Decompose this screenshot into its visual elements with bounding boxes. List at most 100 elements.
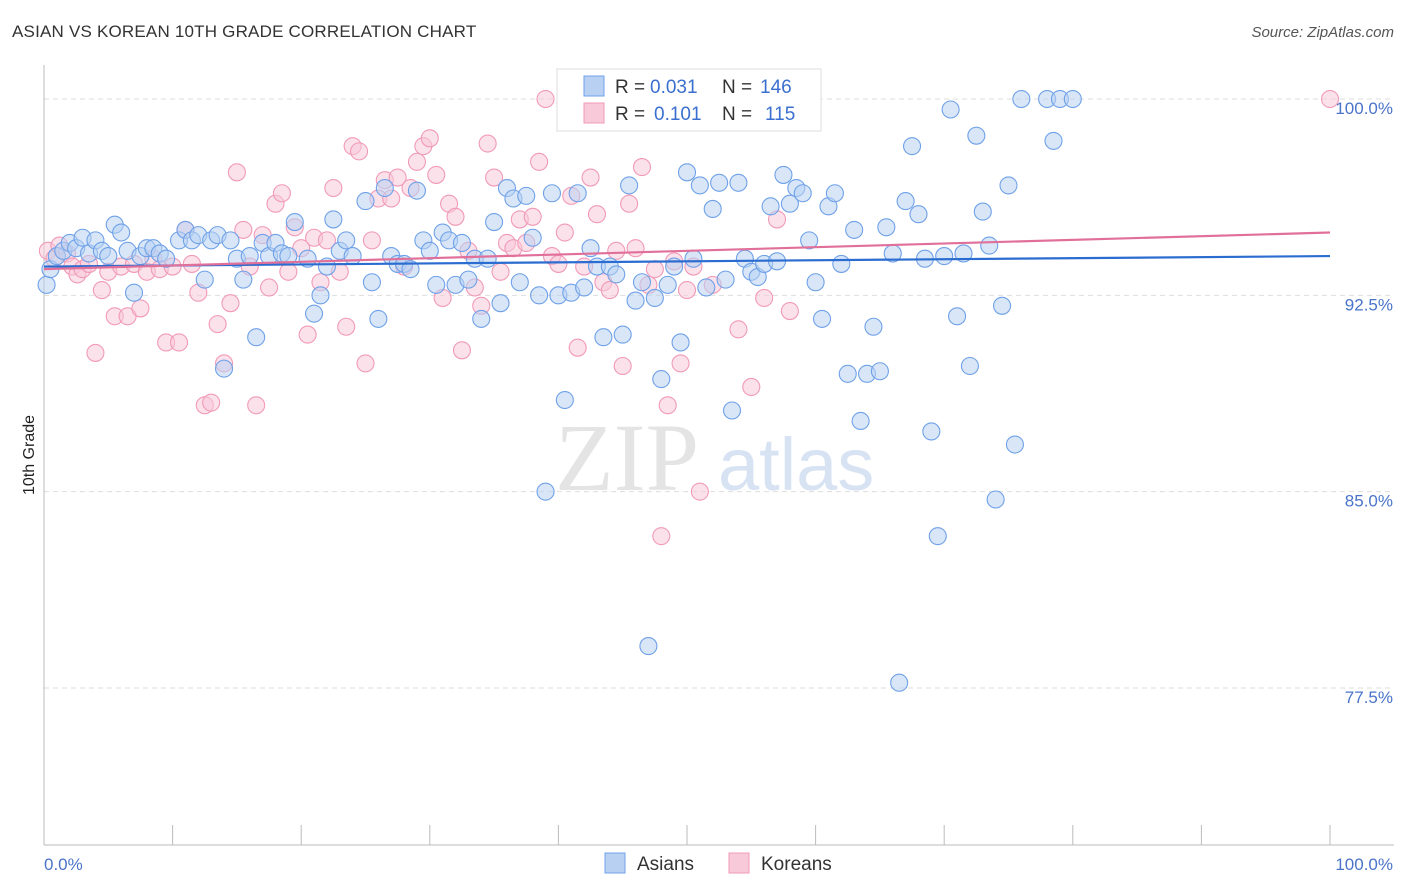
korean-point bbox=[452, 341, 472, 360]
korean-trend-line bbox=[43, 231, 1331, 271]
asian-point bbox=[247, 328, 266, 347]
korean-point bbox=[131, 299, 150, 318]
asian-point bbox=[112, 223, 131, 242]
asian-point bbox=[555, 390, 574, 410]
asian-point bbox=[575, 278, 594, 297]
asian-point bbox=[870, 362, 889, 381]
asian-point bbox=[195, 270, 214, 289]
asian-point bbox=[305, 304, 324, 323]
asian-point bbox=[690, 176, 709, 195]
asian-point bbox=[999, 176, 1018, 195]
korean-point bbox=[755, 288, 774, 308]
korean-point bbox=[420, 129, 439, 148]
asian-point bbox=[896, 192, 915, 211]
korean-point bbox=[279, 262, 298, 281]
bottom-legend-swatch-korean bbox=[728, 852, 750, 874]
korean-point bbox=[549, 254, 568, 273]
asian-point bbox=[99, 247, 118, 266]
legend: R = 0.031 N = 146 R = 0.101 N = 115 bbox=[556, 68, 822, 132]
watermark-zip: ZIP bbox=[555, 404, 699, 511]
legend-asian-n-value: 146 bbox=[760, 77, 792, 98]
asian-point bbox=[703, 199, 722, 219]
asian-point bbox=[407, 181, 426, 200]
asian-point bbox=[960, 356, 979, 376]
asian-point bbox=[832, 254, 851, 273]
korean-point bbox=[92, 281, 111, 300]
asian-point bbox=[523, 228, 542, 247]
x-tick-label: 0.0% bbox=[44, 855, 83, 874]
y-tick-label: 85.0% bbox=[1345, 492, 1393, 511]
asian-point bbox=[806, 273, 825, 292]
asian-point bbox=[607, 265, 626, 284]
asian-point bbox=[677, 163, 697, 182]
asian-point bbox=[478, 249, 497, 268]
asian-point bbox=[954, 244, 973, 263]
y-tick-label: 100.0% bbox=[1335, 99, 1393, 118]
bottom-legend-swatch-asian bbox=[604, 852, 626, 874]
y-tick-label: 77.5% bbox=[1345, 688, 1393, 707]
asian-point bbox=[645, 288, 664, 308]
asian-point bbox=[285, 212, 304, 232]
korean-point bbox=[600, 281, 619, 300]
asian-point bbox=[671, 333, 690, 352]
asian-point bbox=[37, 275, 56, 294]
asian-point bbox=[710, 173, 729, 192]
asian-point bbox=[491, 294, 510, 313]
asian-point bbox=[298, 249, 317, 268]
asian-point bbox=[214, 359, 234, 378]
asian-point bbox=[922, 422, 941, 441]
legend-korean-r-label: R = bbox=[615, 104, 645, 125]
korean-point bbox=[677, 281, 697, 300]
asian-point bbox=[761, 197, 780, 216]
asian-point bbox=[800, 231, 819, 250]
legend-korean-n-label: N = bbox=[722, 104, 752, 125]
asian-point bbox=[157, 249, 176, 268]
legend-swatch-asian bbox=[583, 75, 605, 97]
korean-point bbox=[607, 241, 626, 260]
y-tick-labels: 77.5% 85.0% 92.5% 100.0% bbox=[1335, 99, 1393, 707]
asian-point bbox=[845, 220, 864, 239]
asian-point bbox=[729, 173, 748, 192]
asian-point bbox=[793, 184, 812, 203]
korean-point bbox=[86, 343, 105, 362]
korean-point bbox=[587, 205, 607, 224]
asian-point bbox=[716, 270, 735, 289]
asian-point bbox=[1063, 89, 1082, 109]
asian-point bbox=[1044, 131, 1063, 150]
asian-point bbox=[311, 286, 330, 305]
y-axis-label: 10th Grade bbox=[21, 415, 38, 495]
korean-point bbox=[427, 165, 446, 184]
asian-point bbox=[485, 212, 504, 232]
korean-point bbox=[626, 239, 645, 258]
korean-point bbox=[227, 163, 246, 182]
korean-point bbox=[632, 158, 652, 177]
korean-point bbox=[234, 220, 253, 239]
asian-point bbox=[967, 126, 986, 145]
asian-point bbox=[928, 527, 947, 546]
asian-point bbox=[652, 370, 671, 389]
korean-point bbox=[350, 142, 369, 161]
asian-point bbox=[812, 309, 832, 328]
korean-point bbox=[272, 184, 291, 203]
korean-point bbox=[208, 315, 227, 334]
asian-point bbox=[240, 247, 259, 266]
korean-point bbox=[729, 320, 748, 339]
watermark-atlas: atlas bbox=[718, 423, 874, 506]
asian-point bbox=[369, 309, 388, 328]
asian-point bbox=[124, 283, 144, 302]
korean-point bbox=[337, 317, 356, 336]
asian-point bbox=[542, 184, 562, 203]
asian-point bbox=[1005, 435, 1024, 454]
asian-point bbox=[221, 231, 240, 250]
korean-point bbox=[742, 377, 761, 396]
korean-point bbox=[247, 396, 266, 415]
korean-point bbox=[259, 278, 279, 297]
asian-point bbox=[452, 233, 472, 253]
asian-point bbox=[530, 286, 549, 305]
korean-point bbox=[356, 354, 375, 373]
korean-point bbox=[388, 168, 407, 187]
korean-point bbox=[652, 527, 671, 546]
axes bbox=[43, 65, 1394, 846]
asian-point bbox=[568, 184, 587, 203]
